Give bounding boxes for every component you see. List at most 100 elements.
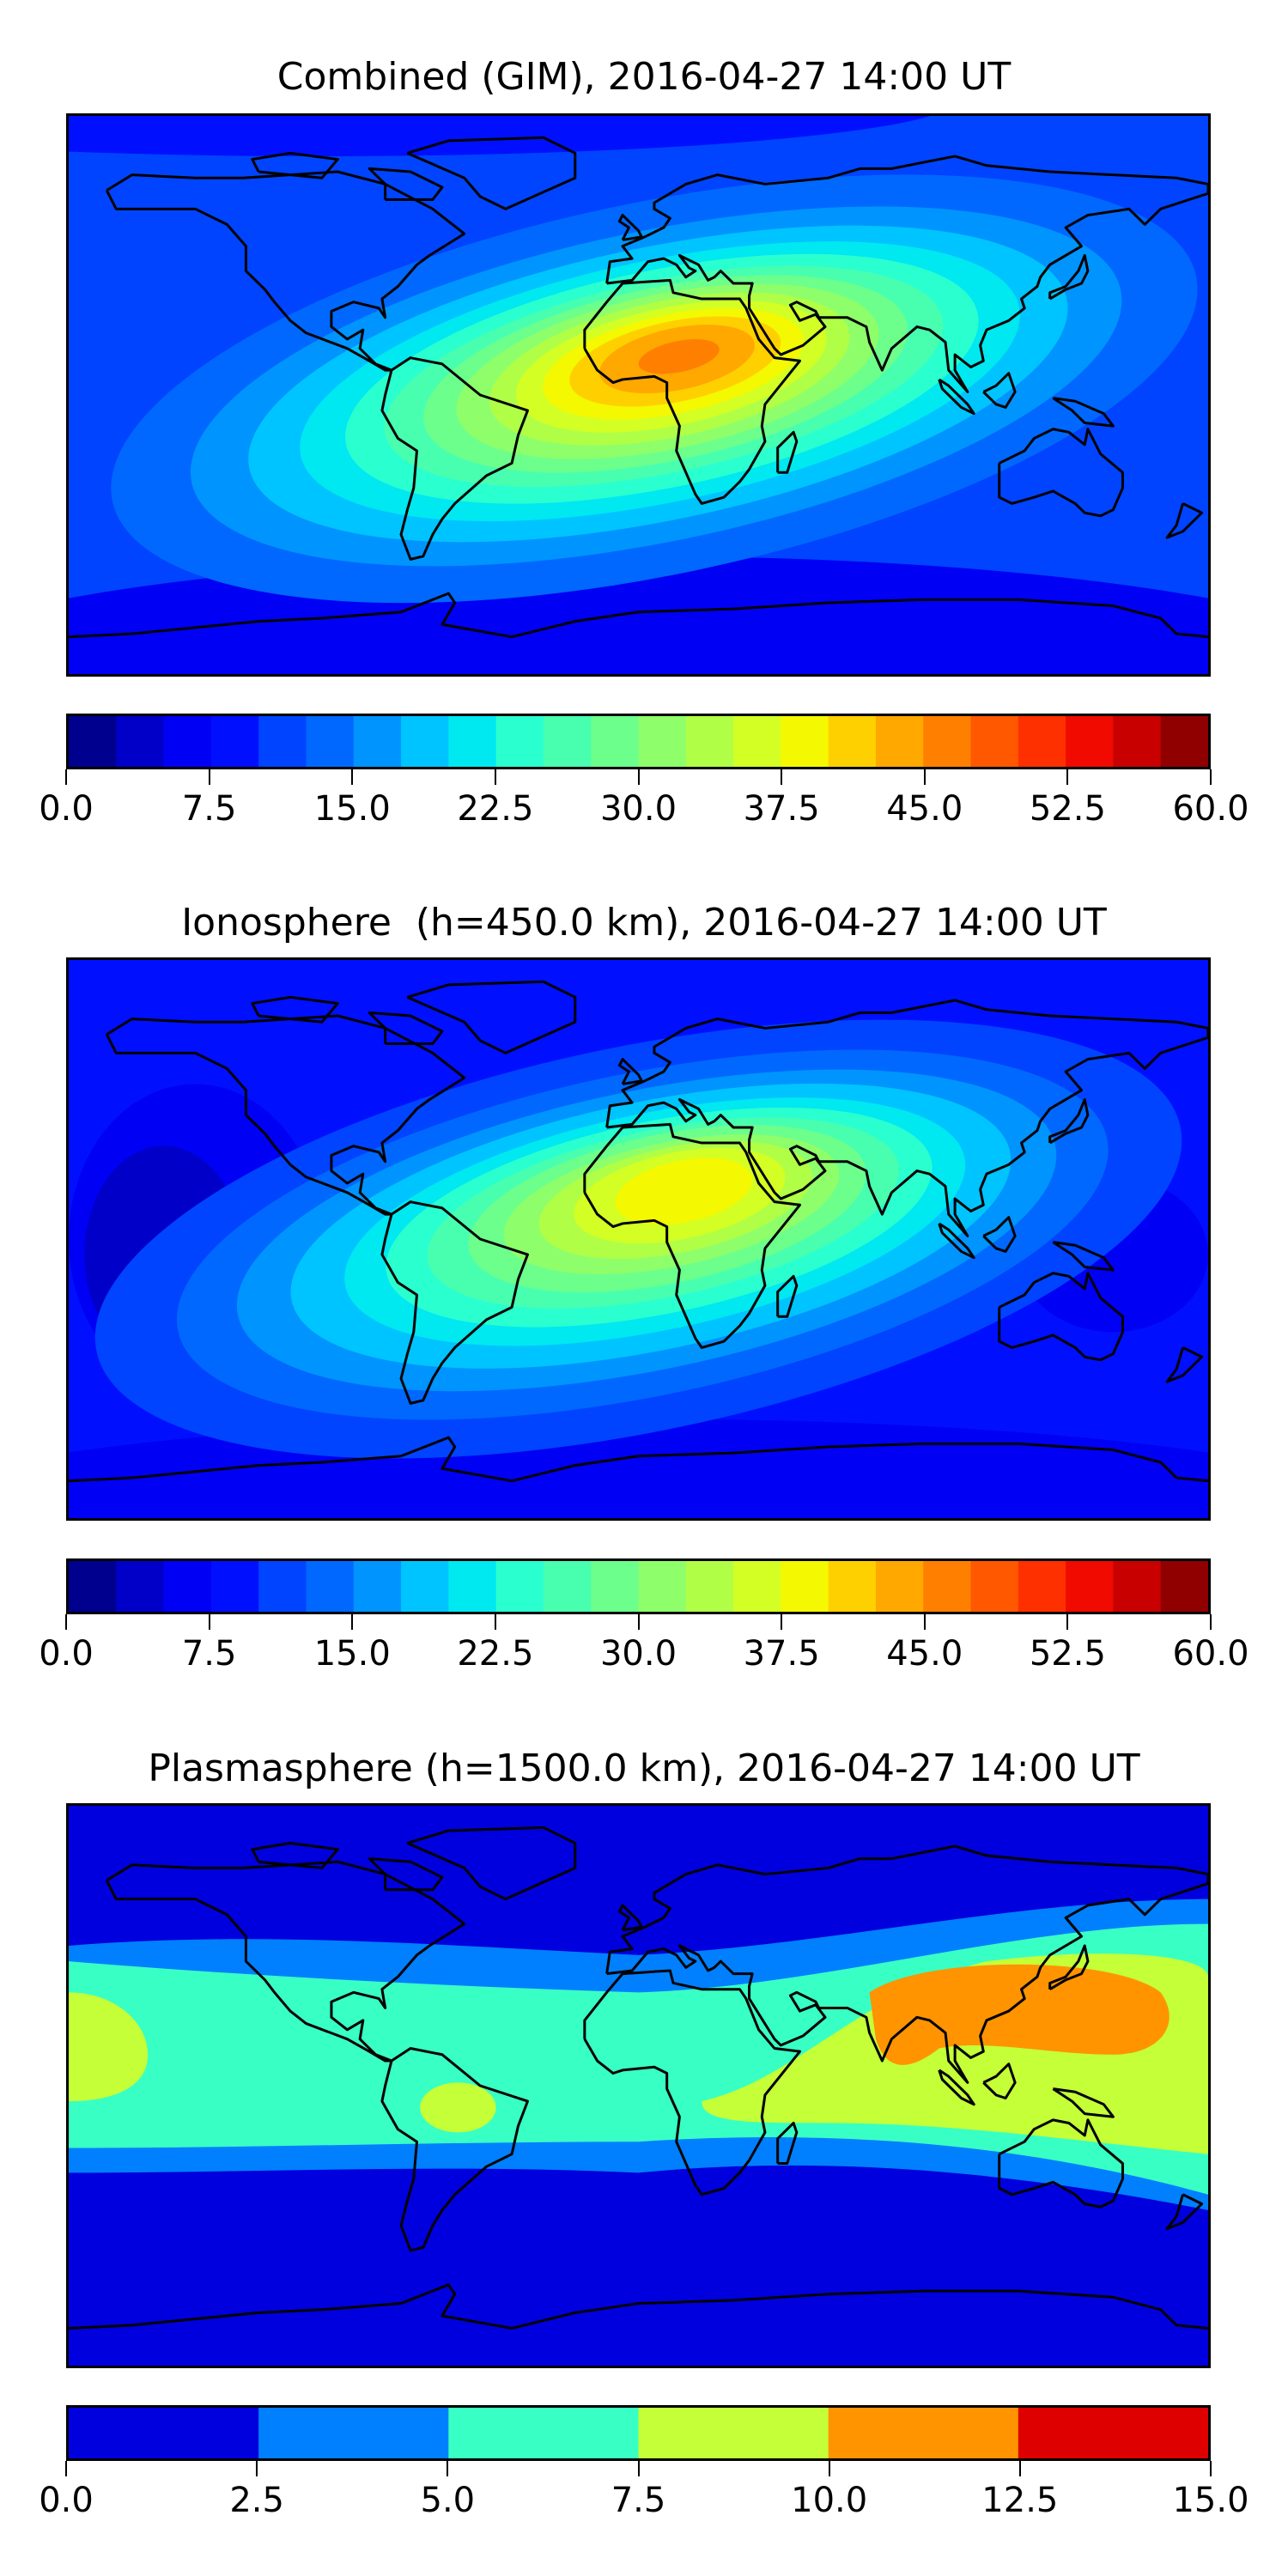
coastline-greenland <box>407 981 574 1053</box>
colorbar-combined <box>66 714 1211 769</box>
colorbar-segment <box>163 716 212 767</box>
colorbar-tick-label: 30.0 <box>599 789 677 829</box>
colorbar-segment <box>1160 1561 1208 1612</box>
colorbar-tick-label: 52.5 <box>1029 789 1106 829</box>
colorbar-segment <box>258 716 307 767</box>
colorbar-segment <box>685 716 734 767</box>
colorbar-segment <box>306 716 355 767</box>
map-combined <box>66 113 1211 677</box>
coastline-north-america <box>106 172 465 370</box>
colorbar-segment <box>923 1561 972 1612</box>
colorbar-segment <box>495 716 544 767</box>
colorbar-plasmasphere <box>66 2405 1211 2461</box>
map-plasmasphere <box>66 1803 1211 2368</box>
colorbar-tick-label: 52.5 <box>1029 1634 1106 1674</box>
colorbar-segment <box>638 716 687 767</box>
coastline-new-zealand <box>1167 2195 1202 2229</box>
coastline-africa <box>585 1971 800 2195</box>
coastline-madagascar <box>778 2123 797 2163</box>
contour-region <box>615 1157 752 1225</box>
colorbar-tick-label: 37.5 <box>743 1634 820 1674</box>
colorbar-tick <box>494 1614 496 1630</box>
colorbar-segment <box>733 1561 782 1612</box>
colorbar-segment <box>448 1561 497 1612</box>
colorbar-tick <box>923 1614 926 1630</box>
coastline-greenland <box>407 137 574 209</box>
coastline-south-america <box>382 1202 528 1404</box>
colorbar-tick-label: 60.0 <box>1172 1634 1249 1674</box>
colorbar-tick-label: 15.0 <box>1172 2481 1249 2520</box>
colorbar-tick-label: 2.5 <box>229 2481 284 2520</box>
colorbar-segment <box>448 716 497 767</box>
coastline-north-america <box>106 1016 465 1214</box>
colorbar-segment <box>69 716 117 767</box>
colorbar-tick <box>1210 769 1212 785</box>
coastline-australia <box>999 1273 1123 1360</box>
coastline-borneo <box>983 2064 1015 2099</box>
colorbar-tick <box>447 2461 449 2476</box>
coastline-japan <box>1050 1100 1088 1144</box>
coastline-greenland <box>407 1827 574 1899</box>
coastline-arctic-islands <box>252 997 338 1022</box>
colorbar-segment <box>685 1561 734 1612</box>
colorbar-tick-label: 22.5 <box>457 789 534 829</box>
colorbar-segment <box>116 1561 165 1612</box>
colorbar-segment <box>1066 1561 1115 1612</box>
colorbar-segment <box>781 1561 829 1612</box>
colorbar-segment <box>448 2408 640 2458</box>
colorbar-tick-label: 7.5 <box>611 2481 666 2520</box>
coastline-borneo <box>983 1218 1015 1252</box>
colorbar-tick-label: 30.0 <box>599 1634 677 1674</box>
coastline-sumatra <box>939 380 975 414</box>
panel-title-plasmasphere: Plasmasphere (h=1500.0 km), 2016-04-27 1… <box>148 1747 1140 1790</box>
colorbar-segment <box>970 716 1019 767</box>
colorbar-tick <box>208 1614 210 1630</box>
coastline-japan <box>1050 256 1088 300</box>
colorbar-tick <box>1210 1614 1212 1630</box>
coastline-australia <box>999 2120 1123 2207</box>
colorbar-tick-label: 12.5 <box>981 2481 1059 2520</box>
colorbar-segment <box>1113 1561 1162 1612</box>
coastline-arctic-islands <box>252 1843 338 1868</box>
colorbar-segment <box>69 2408 259 2458</box>
colorbar-segment <box>970 1561 1019 1612</box>
colorbar-tick <box>637 2461 640 2476</box>
contour-region <box>638 339 720 374</box>
coastline-madagascar <box>778 432 797 472</box>
coastline-antarctica <box>69 2285 1208 2329</box>
colorbar-tick <box>1210 2461 1212 2476</box>
colorbar-tick-label: 22.5 <box>457 1634 534 1674</box>
colorbar-segment <box>306 1561 355 1612</box>
colorbar-segment <box>258 1561 307 1612</box>
coastline-australia <box>999 429 1123 516</box>
colorbar-tick-label: 7.5 <box>181 789 237 829</box>
colorbar-tick-label: 0.0 <box>39 2481 94 2520</box>
colorbar-tick-label: 37.5 <box>743 789 820 829</box>
coastline-antarctica <box>69 1437 1208 1481</box>
coastline-eurasia <box>607 156 1208 392</box>
colorbar-segment <box>1160 716 1208 767</box>
map-ionosphere <box>66 957 1211 1521</box>
colorbar-segment <box>638 1561 687 1612</box>
coastline-japan <box>1050 1946 1088 1990</box>
colorbar-tick-label: 45.0 <box>886 789 963 829</box>
colorbar-tick-label: 60.0 <box>1172 789 1249 829</box>
colorbar-segment <box>828 1561 877 1612</box>
colorbar-tick <box>351 769 354 785</box>
colorbar-segment <box>1018 716 1066 767</box>
colorbar-segment <box>1018 1561 1066 1612</box>
coastline-south-america <box>382 358 528 560</box>
coastline-north-america <box>106 1862 465 2061</box>
colorbar-tick <box>494 769 496 785</box>
coastline-sumatra <box>939 1224 975 1258</box>
colorbar-segment <box>875 1561 924 1612</box>
colorbar-tick <box>923 769 926 785</box>
colorbar-segment <box>1066 716 1115 767</box>
contour-region <box>69 116 930 156</box>
colorbar-segment <box>116 716 165 767</box>
colorbar-segment <box>163 1561 212 1612</box>
colorbar-tick-label: 45.0 <box>886 1634 963 1674</box>
coastline-new-guinea <box>1053 1242 1113 1271</box>
colorbar-segment <box>258 2408 449 2458</box>
colorbar-segment <box>591 1561 640 1612</box>
